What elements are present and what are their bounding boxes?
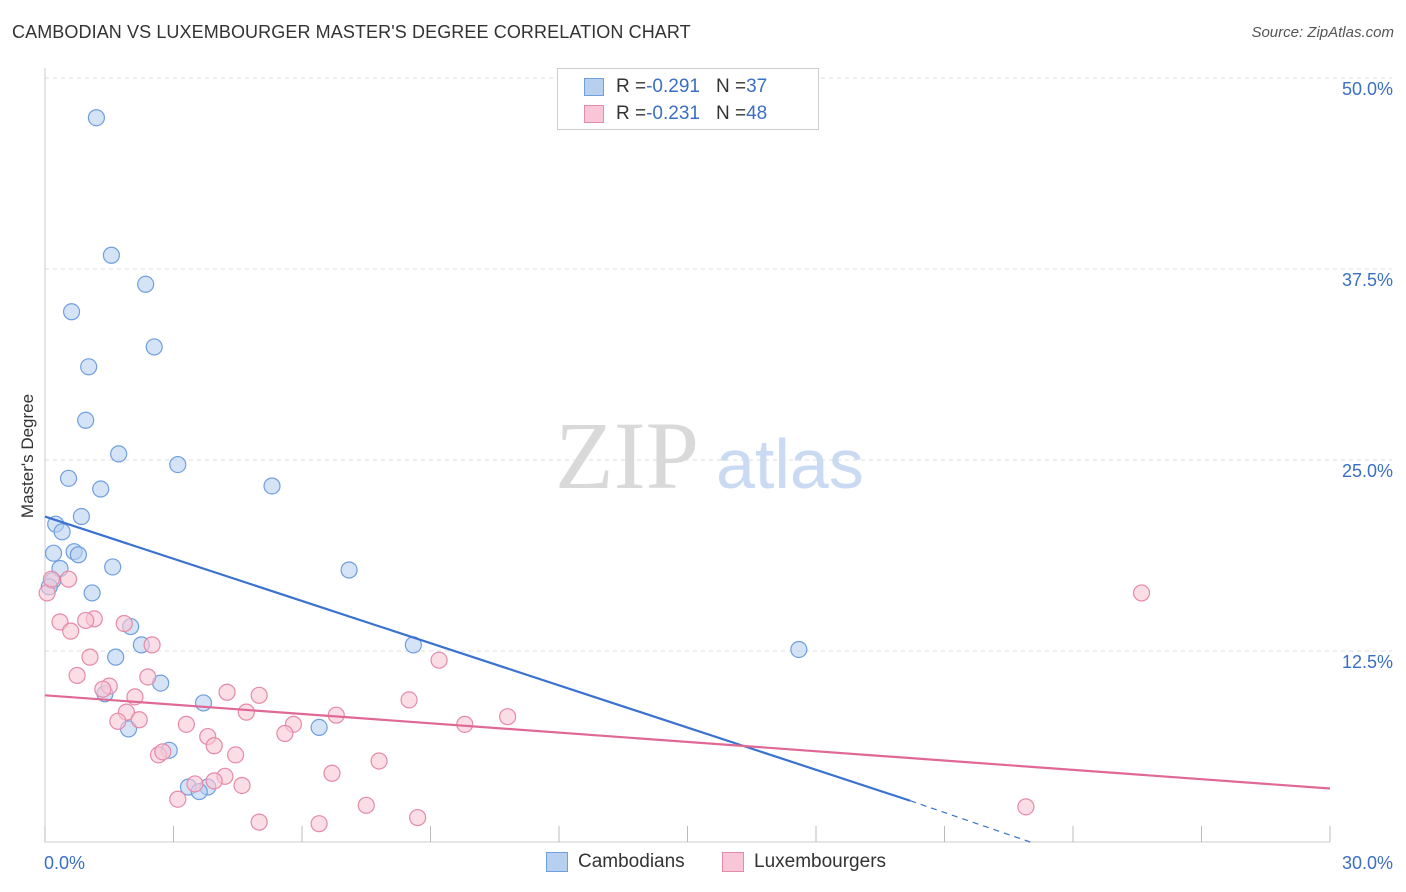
cambodian-trend-extension [910,800,1031,843]
luxembourger-point [357,796,375,814]
series-legend-luxembourgers: Luxembourgers [722,851,886,873]
cambodian-point [53,523,71,541]
x-tick-label: 0.0% [44,853,85,873]
legend-n-value: 48 [746,103,768,124]
luxembourger-point [237,703,255,721]
data-points [38,109,1151,833]
legend-row-luxembourgers: R = -0.231 N = 48 [584,102,767,126]
luxembourger-point [169,790,187,808]
luxembourger-point [400,691,418,709]
y-tick-label: 12.5% [1342,652,1393,672]
luxembourger-point [77,611,95,630]
luxembourger-point [205,737,223,755]
luxembourger-point [1132,584,1151,602]
cambodian-point [110,445,128,463]
cambodian-point [104,558,122,576]
legend-swatch-pink [584,105,604,123]
cambodian-point [194,694,213,712]
legend-n-label: N = [715,103,747,124]
watermark-atlas: atlas [716,425,864,503]
cambodian-point [340,561,358,579]
luxembourger-point [109,712,127,730]
cambodian-point [137,275,155,293]
y-tick-label: 37.5% [1342,270,1393,290]
cambodian-point [59,469,78,487]
luxembourger-point [310,815,328,833]
watermark: ZIP atlas [555,402,864,509]
cambodian-point [77,411,95,429]
luxembourger-point [154,743,172,761]
watermark-zip: ZIP [555,402,699,509]
series-legend-cambodians: Cambodians [546,851,685,873]
series-name: Luxembourgers [754,851,887,872]
cambodian-point [80,358,98,376]
cambodian-point [107,648,125,666]
cambodian-point [44,544,63,562]
grid [45,77,1392,652]
luxembourger-point [130,711,148,729]
cambodian-point [310,718,328,737]
y-axis-label: Master's Degree [18,394,37,518]
legend-n-value: 37 [746,76,768,97]
luxembourger-point [370,752,388,770]
luxembourger-point [430,651,448,669]
cambodian-point [790,640,808,659]
cambodian-point [102,246,120,264]
luxembourger-point [250,813,268,831]
cambodian-point [87,109,106,127]
legend-swatch-blue [584,78,604,96]
series-swatch-blue [546,852,568,872]
axes: 12.5% 25.0% 37.5% 50.0% 0.0% 30.0% [44,68,1393,873]
luxembourger-point [177,715,195,733]
legend-n-label: N = [715,76,747,97]
luxembourger-point [94,680,112,698]
source-label: Source: ZipAtlas.com [1251,24,1394,41]
cambodian-point [92,480,110,498]
luxembourger-point [323,764,341,782]
legend-r-value: -0.231 [646,103,700,124]
cambodian-point [62,303,81,321]
cambodian-point [72,507,91,526]
luxembourger-point [186,775,204,793]
y-tick-label: 50.0% [1342,79,1393,99]
luxembourger-point [62,622,80,640]
cambodian-trend-line [44,515,911,802]
legend-r-label: R = [616,76,647,97]
cambodian-point [69,546,88,564]
luxembourger-point [139,668,157,686]
trend-lines [44,515,1331,843]
x-tick-label: 30.0% [1342,853,1393,873]
correlation-legend: R = -0.291 N = 37 R = -0.231 N = 48 [557,68,819,130]
luxembourger-point [218,683,236,701]
chart-title: CAMBODIAN VS LUXEMBOURGER MASTER'S DEGRE… [12,22,691,42]
legend-r-value: -0.291 [646,76,700,97]
cambodian-point [263,477,281,495]
luxembourger-point [233,776,251,795]
luxembourger-trend-line [44,694,1331,790]
luxembourger-point [81,648,99,666]
luxembourger-point [276,724,294,743]
luxembourger-point [205,772,223,790]
luxembourger-point [143,636,161,654]
luxembourger-point [1017,798,1035,816]
legend-r-label: R = [616,103,647,124]
series-swatch-pink [722,852,744,872]
luxembourger-point [227,746,245,764]
luxembourger-point [42,570,61,588]
luxembourger-point [409,808,427,827]
luxembourger-point [250,686,268,704]
cambodian-point [145,338,163,356]
series-name: Cambodians [578,851,685,872]
luxembourger-point [59,570,78,588]
legend-row-cambodians: R = -0.291 N = 37 [584,75,767,99]
cambodian-point [169,455,187,474]
y-tick-label: 25.0% [1342,461,1393,481]
luxembourger-point [499,708,517,726]
luxembourger-point [115,614,133,633]
luxembourger-point [68,666,86,685]
cambodian-point [83,584,101,602]
